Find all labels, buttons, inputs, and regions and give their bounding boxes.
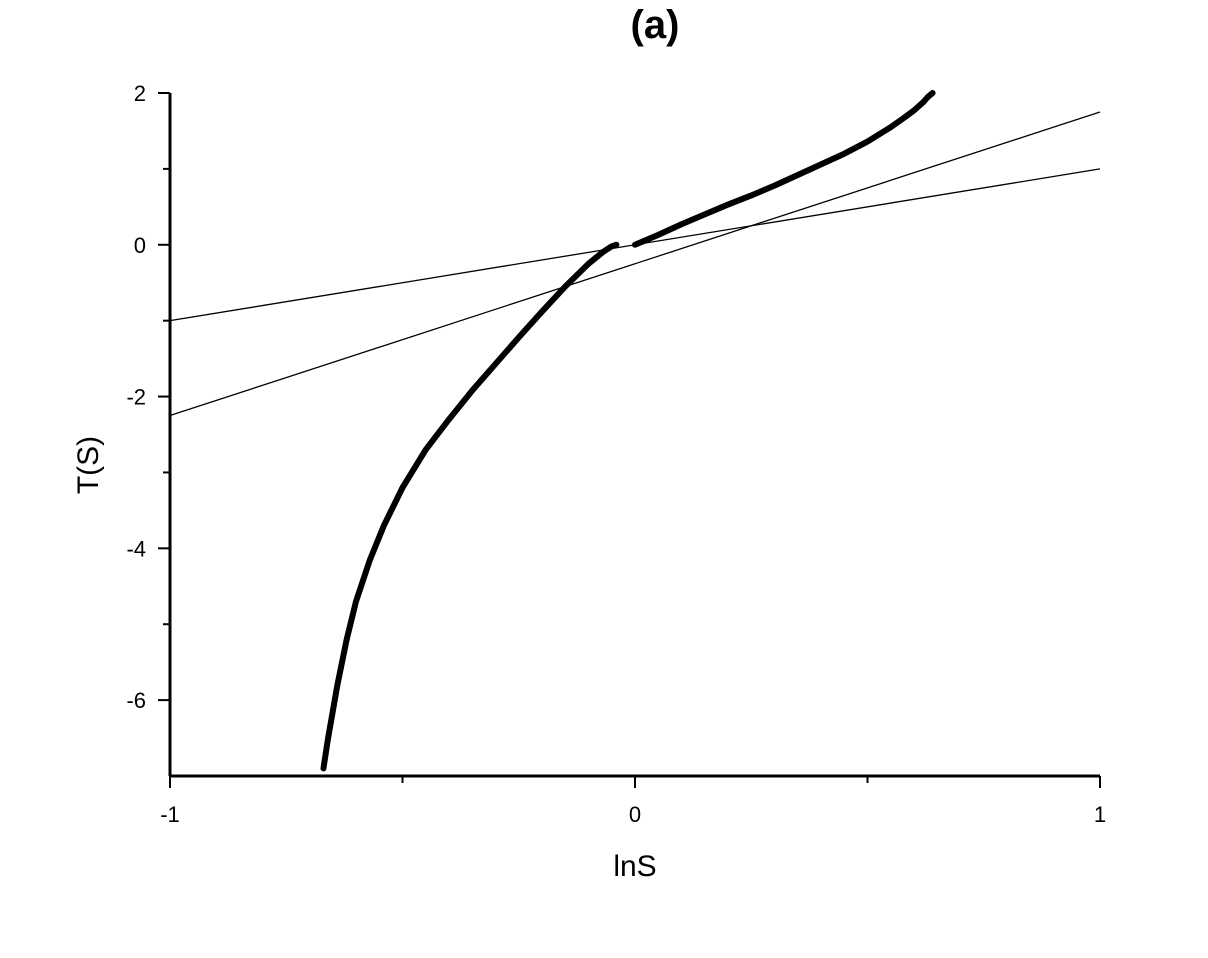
- data-point: [367, 557, 373, 563]
- data-point: [679, 221, 684, 227]
- data-point: [562, 284, 568, 290]
- x-tick-label: 1: [1094, 802, 1106, 827]
- y-tick-label: 0: [134, 233, 146, 258]
- chart-title: (a): [631, 3, 680, 47]
- axes: -1 0 1 -6 -4 -2 0 2: [126, 81, 1106, 827]
- data-point: [725, 202, 731, 208]
- data-point: [423, 447, 429, 453]
- data-point: [334, 682, 340, 688]
- data-point: [469, 387, 475, 393]
- data-point: [888, 124, 894, 130]
- x-tick-label: -1: [160, 802, 180, 827]
- data-point: [400, 485, 405, 491]
- data-point: [613, 242, 619, 248]
- data-point: [841, 151, 847, 157]
- y-tick-label: -6: [126, 688, 146, 713]
- curve-series-1: [632, 90, 936, 248]
- data-point: [539, 309, 545, 315]
- data-point: [702, 211, 708, 217]
- fit-line-3: [169, 111, 1101, 417]
- y-tick-label: 2: [134, 81, 146, 106]
- data-point: [902, 114, 908, 120]
- y-tick-label: -4: [126, 536, 146, 561]
- data-point: [344, 636, 350, 642]
- data-point: [925, 94, 931, 100]
- data-point: [320, 765, 326, 771]
- data-point: [586, 261, 591, 267]
- data-point: [381, 523, 387, 529]
- x-tick-label: 0: [629, 802, 641, 827]
- data-point: [632, 242, 638, 248]
- data-point: [772, 183, 777, 189]
- curve-series-0: [320, 241, 620, 772]
- fit-lines: [169, 111, 1101, 417]
- data-point: [609, 243, 615, 249]
- y-axis-label: T(S): [72, 436, 105, 494]
- data-point: [493, 361, 498, 367]
- x-axis-label: lnS: [613, 850, 656, 883]
- data-point: [748, 192, 754, 198]
- data-point: [516, 334, 522, 340]
- data-point: [920, 99, 926, 105]
- y-tick-label: -2: [126, 385, 146, 410]
- data-point: [911, 107, 917, 113]
- data-point: [865, 139, 870, 145]
- data-point: [818, 161, 824, 167]
- data-point: [930, 90, 936, 96]
- data-point: [599, 249, 605, 255]
- data-point: [795, 172, 801, 178]
- data-point: [446, 416, 452, 422]
- data-point: [325, 735, 331, 741]
- data-point: [353, 598, 359, 604]
- data-series: [320, 90, 936, 772]
- data-point: [655, 232, 661, 238]
